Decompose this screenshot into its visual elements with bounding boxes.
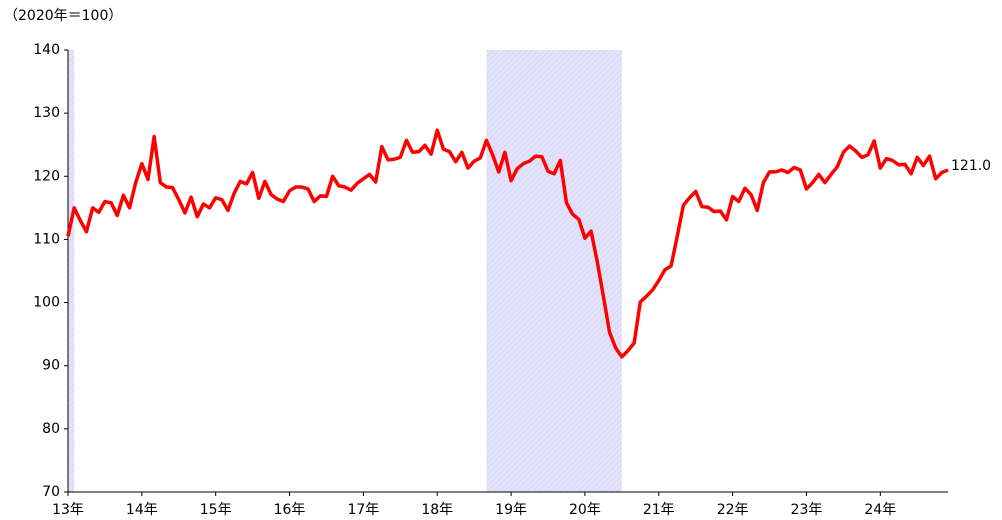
data-label: 121.0 <box>951 158 991 174</box>
shaded-hatch <box>486 50 622 492</box>
x-tick-label: 22年 <box>717 502 749 518</box>
x-tick-label: 13年 <box>52 502 84 518</box>
x-tick-label: 15年 <box>200 502 232 518</box>
x-tick-label: 20年 <box>569 502 601 518</box>
x-tick-label: 17年 <box>347 502 379 518</box>
y-tick-label: 90 <box>42 358 60 374</box>
x-tick-label: 23年 <box>791 502 823 518</box>
x-tick-label: 16年 <box>274 502 306 518</box>
y-tick-label: 80 <box>42 421 60 437</box>
y-tick-label: 110 <box>33 231 60 247</box>
y-tick-label: 100 <box>33 295 60 311</box>
x-tick-label: 14年 <box>126 502 158 518</box>
y-tick-label: 120 <box>33 168 60 184</box>
x-tick-label: 18年 <box>421 502 453 518</box>
x-tick-label: 21年 <box>643 502 675 518</box>
shaded-hatch <box>68 50 75 492</box>
data-line <box>66 128 949 359</box>
y-axis-label: （2020年＝100） <box>4 8 122 24</box>
y-tick-label: 70 <box>42 484 60 500</box>
x-tick-label: 24年 <box>864 502 896 518</box>
y-tick-label: 140 <box>33 42 60 58</box>
x-tick-label: 19年 <box>495 502 527 518</box>
y-tick-label: 130 <box>33 105 60 121</box>
